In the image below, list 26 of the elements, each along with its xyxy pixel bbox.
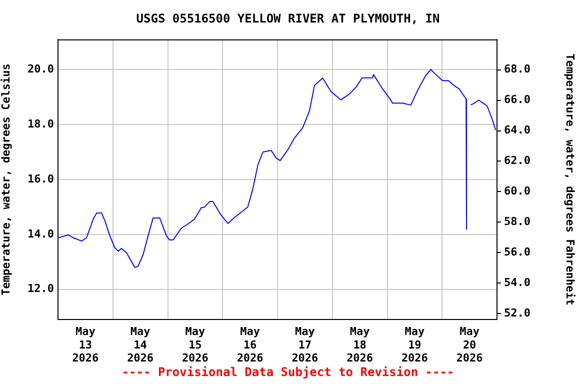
y-tick-label: 16.0 — [28, 172, 54, 186]
y2-tick-label: 54.0 — [504, 276, 530, 289]
y-tick-label: 14.0 — [28, 227, 54, 240]
y-axis-title: Temperature, water, degrees Celsius — [0, 64, 12, 296]
y-tick-label: 20.0 — [28, 62, 54, 76]
y-tick-label: 12.0 — [28, 282, 54, 296]
text: ---- Provisional Data Subject to Revision ---- — [122, 364, 454, 379]
y2-tick-label: 62.0 — [504, 154, 530, 168]
chart-title: USGS 05516500 YELLOW RIVER AT PLYMOUTH, IN — [136, 11, 440, 26]
x-tick-label: May 17 2026 — [292, 325, 319, 364]
y-tick-label: 18.0 — [28, 117, 54, 130]
x-tick-label: May 16 2026 — [236, 325, 264, 364]
x-tick-label: May 19 2026 — [401, 325, 428, 364]
x-tick-label: May 20 2026 — [456, 325, 484, 364]
y2-tick-label: 58.0 — [504, 215, 530, 228]
x-tick-label: May 14 2026 — [127, 325, 154, 364]
y2-axis-title: Temperature, water, degrees Fahrenheit — [564, 54, 576, 306]
y2-tick-label: 52.0 — [504, 306, 530, 320]
x-tick-label: May 18 2026 — [346, 325, 374, 364]
x-tick-label: May 15 2026 — [182, 325, 209, 364]
y2-tick-label: 56.0 — [504, 245, 530, 258]
y2-tick-label: 68.0 — [504, 62, 530, 76]
y2-tick-label: 64.0 — [504, 124, 530, 137]
y2-tick-label: 66.0 — [504, 93, 530, 106]
y2-tick-label: 60.0 — [504, 184, 530, 198]
x-tick-label: May 13 2026 — [72, 325, 100, 364]
